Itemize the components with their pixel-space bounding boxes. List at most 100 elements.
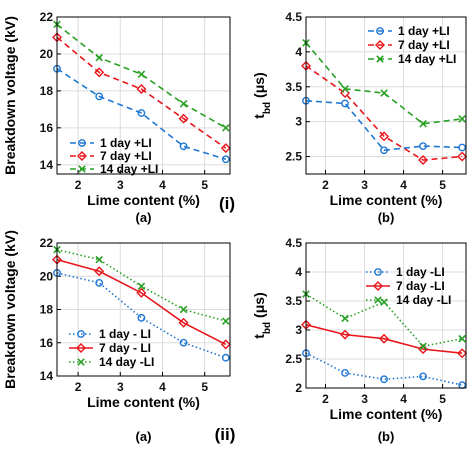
- data-point: [222, 124, 230, 132]
- series-2: [301, 60, 468, 166]
- data-point: [341, 369, 349, 377]
- data-point: [380, 375, 388, 384]
- legend-label: 1 day - LI: [99, 327, 151, 341]
- y-tick-label: 3: [295, 323, 302, 337]
- x-tick-label: 2: [322, 178, 329, 192]
- x-tick-label: 5: [201, 380, 208, 394]
- data-point: [419, 142, 427, 150]
- y-axis-label: tbd (μs): [251, 292, 273, 338]
- data-point: [379, 131, 390, 142]
- y-tick-label: 16: [40, 121, 54, 135]
- data-point: [94, 266, 105, 277]
- legend-marker: [375, 40, 385, 50]
- legend-label: 7 day - LI: [99, 341, 151, 355]
- data-point: [94, 67, 105, 78]
- plot-area: [306, 243, 466, 388]
- panel-label: (a): [136, 429, 152, 444]
- legend-label: 14 day +LI: [100, 162, 158, 176]
- x-tick-label: 5: [201, 178, 208, 192]
- data-point: [419, 342, 427, 351]
- data-point: [341, 85, 349, 93]
- series-line: [305, 65, 463, 161]
- x-tick-label: 3: [117, 380, 124, 394]
- y-tick-label: 4.5: [285, 10, 302, 24]
- axes-frame: [56, 16, 231, 175]
- data-point: [179, 100, 188, 108]
- x-tick-label: 2: [75, 380, 82, 394]
- x-tick-label: 4: [400, 392, 407, 406]
- data-point: [136, 84, 147, 95]
- series-2: [52, 254, 231, 350]
- series-line: [305, 324, 463, 354]
- row-label-ii: (ii): [215, 425, 236, 444]
- data-point: [458, 143, 466, 152]
- y-axis-label: Breakdown voltage (kV): [2, 16, 18, 175]
- series-line: [305, 352, 463, 386]
- data-point: [379, 333, 390, 344]
- legend-label: 14 day +LI: [398, 52, 456, 66]
- y-tick-label: 18: [40, 84, 54, 98]
- legend-label: 1 day +LI: [398, 24, 450, 38]
- data-point: [222, 317, 230, 325]
- y-tick-label: 14: [40, 369, 54, 383]
- series-line: [56, 68, 227, 160]
- x-tick-label: 3: [361, 392, 368, 406]
- series-line: [56, 258, 227, 346]
- y-tick-label: 2.5: [285, 150, 302, 164]
- x-axis-label: Lime content (%): [87, 394, 200, 410]
- y-tick-label: 4: [295, 265, 302, 279]
- panel-label: (a): [136, 210, 152, 225]
- row-label-i: (i): [219, 194, 235, 213]
- panel-label: (b): [378, 429, 395, 444]
- series-line: [56, 272, 227, 359]
- y-tick-label: 3.5: [285, 80, 302, 94]
- data-point: [341, 314, 349, 323]
- legend-marker: [77, 330, 85, 338]
- x-tick-label: 5: [439, 178, 446, 192]
- data-point: [136, 287, 147, 298]
- data-point: [419, 119, 427, 128]
- y-tick-label: 3: [295, 115, 302, 129]
- data-point: [221, 353, 230, 362]
- legend-label: 14 day -LI: [396, 293, 451, 307]
- legend-label: 1 day +LI: [100, 136, 152, 150]
- data-point: [340, 329, 351, 340]
- legend-marker: [373, 281, 383, 291]
- y-tick-label: 18: [40, 303, 54, 317]
- x-tick-label: 4: [159, 178, 166, 192]
- plot-area: [57, 17, 230, 174]
- y-tick-label: 22: [40, 236, 54, 250]
- legend-label: 7 day -LI: [396, 279, 445, 293]
- data-point: [137, 282, 146, 290]
- axes-frame: [305, 16, 467, 175]
- data-point: [380, 89, 388, 97]
- legend-marker: [376, 55, 384, 63]
- data-point: [221, 155, 230, 164]
- legend-marker: [77, 358, 85, 366]
- legend-marker: [77, 151, 87, 161]
- data-point: [418, 155, 429, 166]
- data-point: [179, 338, 188, 347]
- legend-marker: [374, 268, 382, 276]
- data-point: [458, 334, 466, 343]
- y-tick-label: 4: [295, 45, 302, 59]
- y-tick-label: 3.5: [285, 294, 302, 308]
- data-point: [419, 372, 427, 381]
- axes-frame: [56, 242, 231, 377]
- data-point: [220, 339, 231, 350]
- data-point: [220, 143, 231, 154]
- data-point: [95, 92, 104, 101]
- legend-label: 14 day -LI: [99, 355, 154, 369]
- y-tick-label: 2.5: [285, 352, 302, 366]
- data-point: [458, 115, 466, 123]
- series-line: [56, 36, 227, 149]
- series-1: [302, 96, 466, 155]
- data-point: [95, 278, 104, 287]
- data-point: [137, 70, 146, 79]
